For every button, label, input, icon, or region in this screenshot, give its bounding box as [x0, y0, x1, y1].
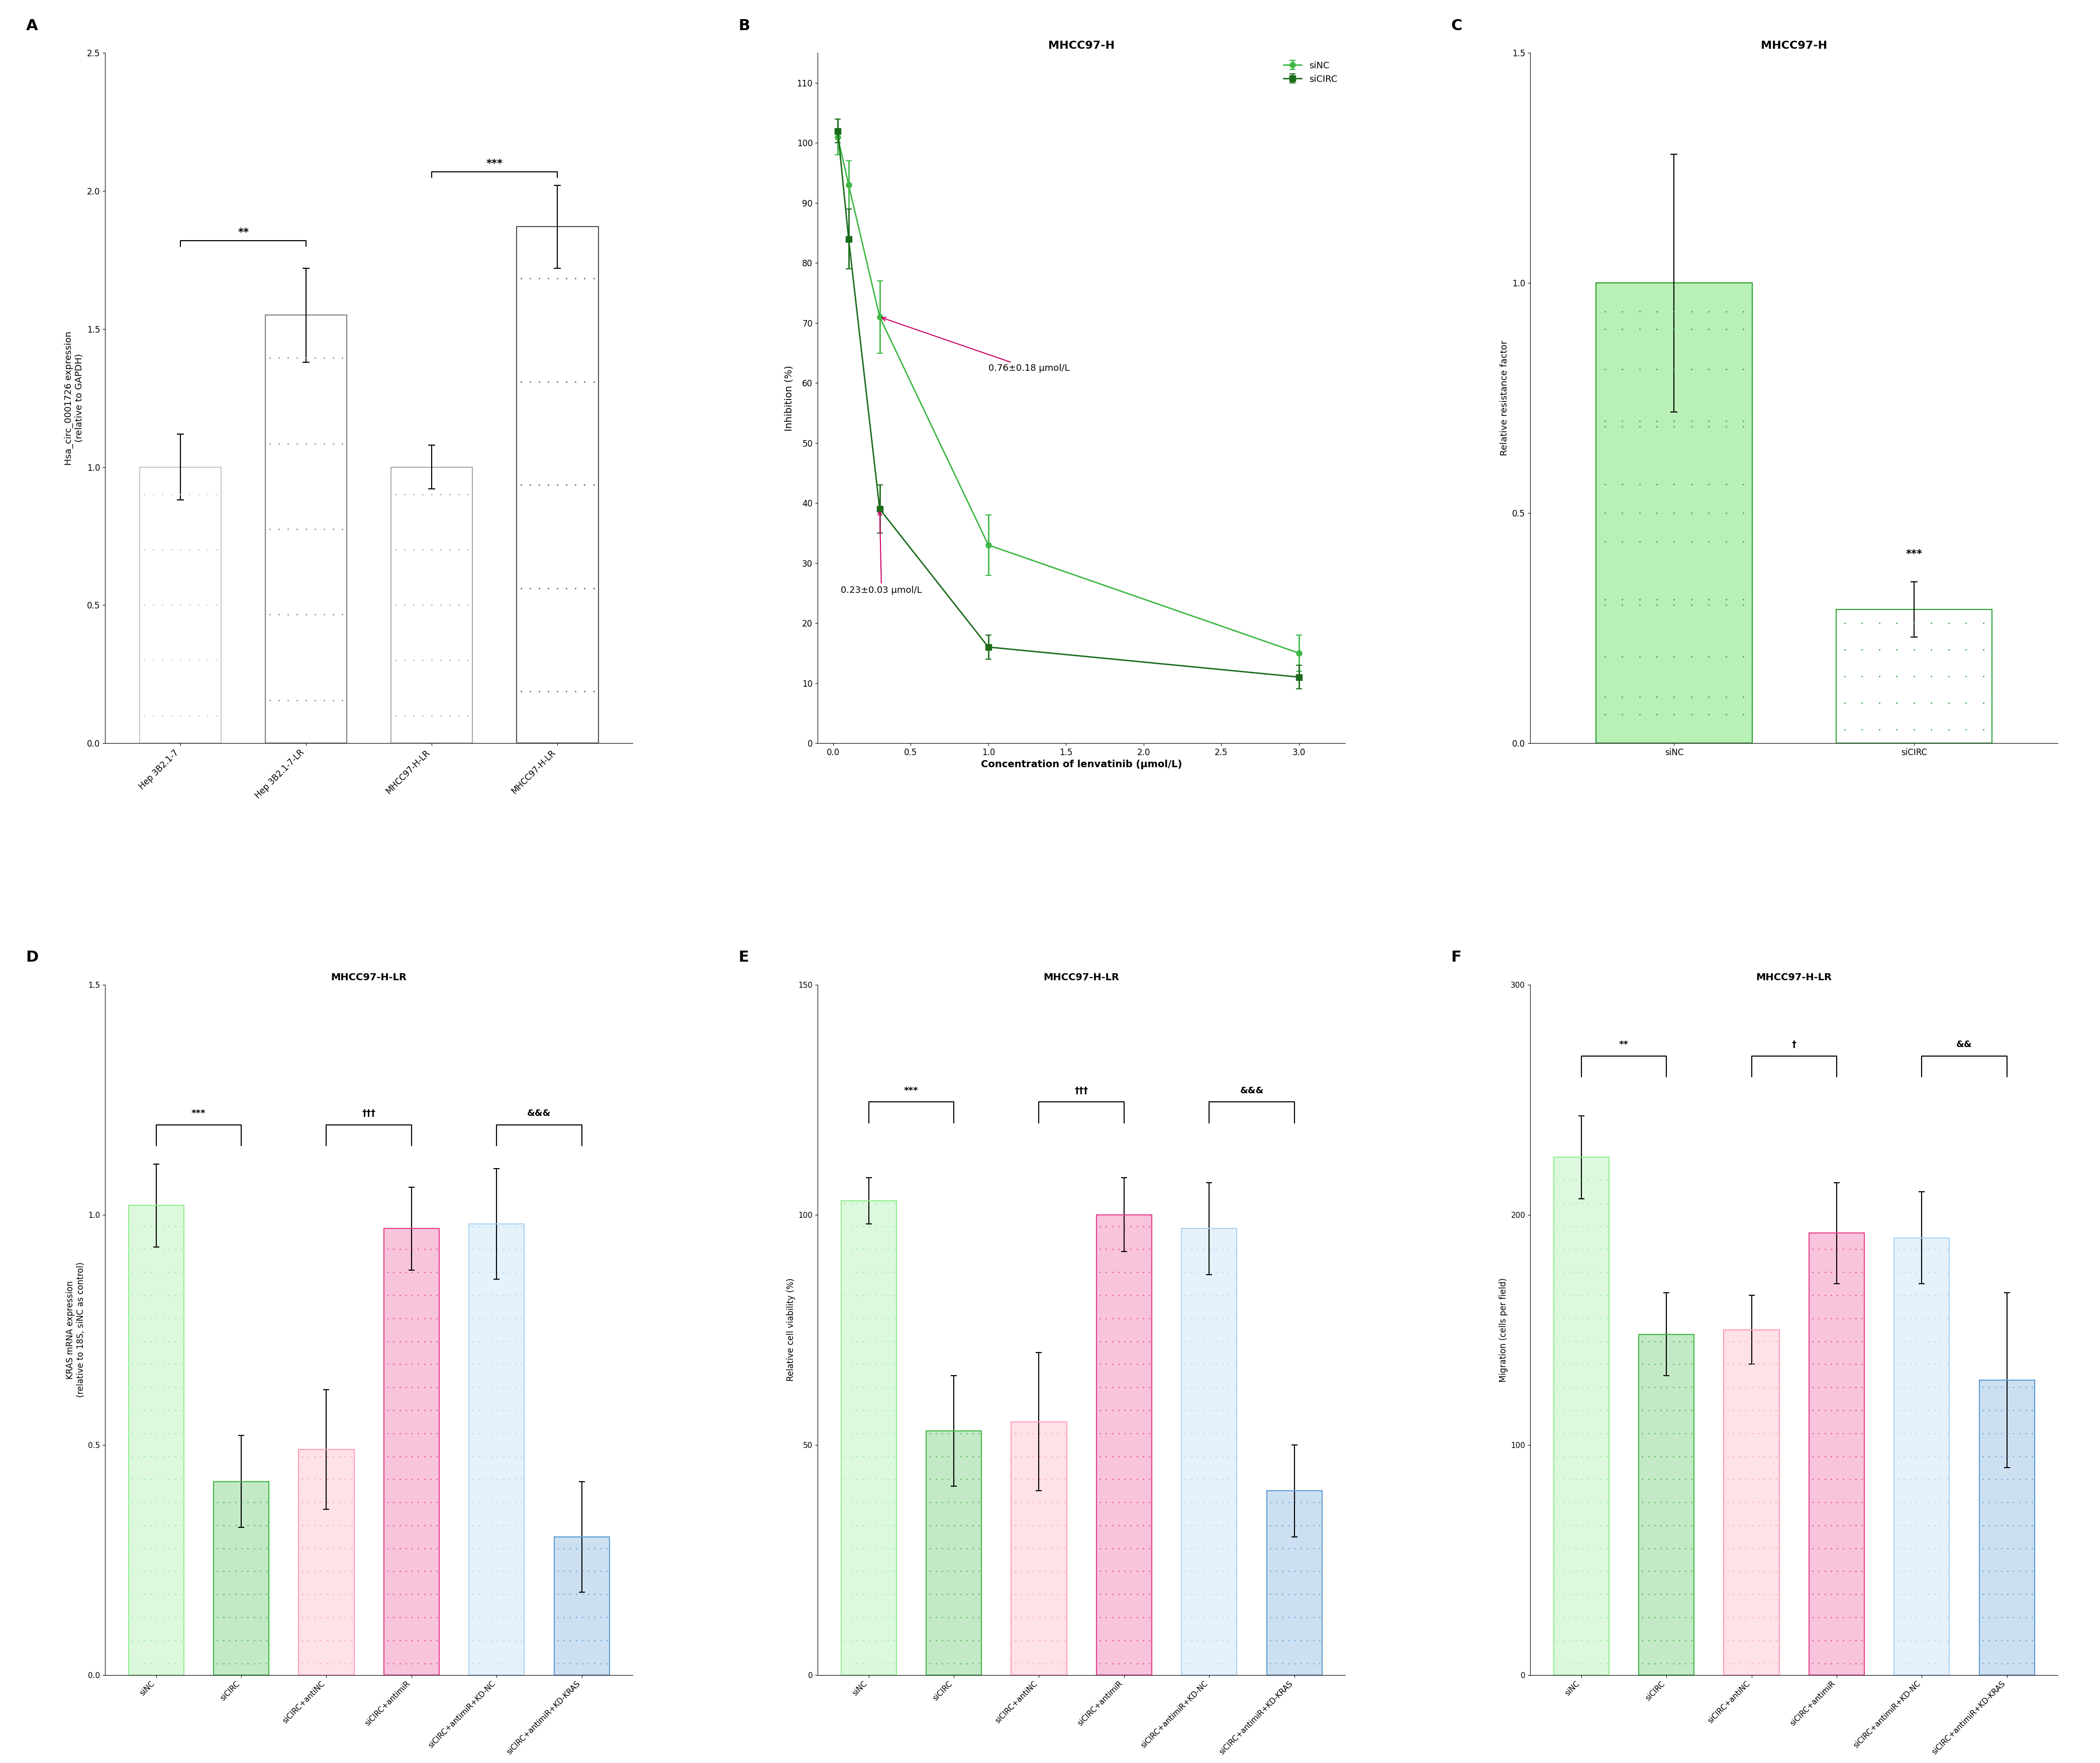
Text: 0.76±0.18 μmol/L: 0.76±0.18 μmol/L [882, 317, 1069, 374]
Text: F: F [1451, 950, 1462, 964]
Bar [926, 1432, 981, 1675]
Bar [1980, 1380, 2035, 1675]
Bar [1808, 1232, 1865, 1675]
Bar [1012, 1421, 1067, 1675]
Bar [1596, 282, 1751, 742]
Text: ***: *** [905, 1086, 918, 1095]
Bar [1638, 1335, 1695, 1675]
Bar [468, 1224, 525, 1675]
Bar [1835, 610, 1993, 742]
Bar [298, 1449, 355, 1675]
Bar [1266, 1491, 1323, 1675]
Bar [1894, 1238, 1949, 1675]
Bar [554, 1537, 609, 1675]
Bar [468, 1224, 525, 1675]
Bar [1096, 1215, 1151, 1675]
Text: †: † [1791, 1040, 1795, 1049]
Text: B: B [739, 18, 750, 33]
Y-axis label: Hsa_circ_0001726 expression
(relative to GAPDH): Hsa_circ_0001726 expression (relative to… [65, 331, 84, 465]
Bar [1182, 1229, 1237, 1675]
Bar [139, 467, 220, 742]
Text: D: D [25, 950, 38, 964]
Bar [1980, 1380, 2035, 1675]
Text: **: ** [1619, 1040, 1630, 1049]
Bar [1266, 1491, 1323, 1675]
Text: E: E [739, 950, 750, 964]
X-axis label: Concentration of lenvatinib (μmol/L): Concentration of lenvatinib (μmol/L) [981, 760, 1182, 769]
Text: A: A [25, 18, 38, 33]
Bar [554, 1537, 609, 1675]
Bar [1554, 1157, 1609, 1675]
Bar [384, 1229, 439, 1675]
Bar [1894, 1238, 1949, 1675]
Bar [214, 1481, 269, 1675]
Bar [1808, 1232, 1865, 1675]
Bar [1182, 1229, 1237, 1675]
Text: 0.23±0.03 μmol/L: 0.23±0.03 μmol/L [840, 511, 922, 596]
Bar [298, 1449, 355, 1675]
Bar [128, 1206, 185, 1675]
Title: MHCC97-H-LR: MHCC97-H-LR [1044, 973, 1119, 982]
Bar [840, 1201, 897, 1675]
Text: ***: *** [487, 159, 502, 169]
Bar [265, 316, 346, 742]
Bar [1638, 1335, 1695, 1675]
Y-axis label: Inhibition (%): Inhibition (%) [785, 365, 794, 430]
Bar [128, 1206, 185, 1675]
Legend: siNC, siCIRC: siNC, siCIRC [1279, 58, 1342, 88]
Title: MHCC97-H-LR: MHCC97-H-LR [332, 973, 407, 982]
Text: &&&: &&& [527, 1109, 550, 1118]
Text: **: ** [237, 227, 248, 238]
Bar [926, 1432, 981, 1675]
Bar [1724, 1329, 1779, 1675]
Bar [840, 1201, 897, 1675]
Text: ***: *** [1907, 548, 1922, 559]
Title: MHCC97-H: MHCC97-H [1762, 41, 1827, 51]
Text: ***: *** [191, 1109, 206, 1118]
Y-axis label: Relative cell viability (%): Relative cell viability (%) [785, 1278, 796, 1382]
Bar [1554, 1157, 1609, 1675]
Text: †††: ††† [361, 1109, 376, 1118]
Bar [384, 1229, 439, 1675]
Bar [1596, 282, 1751, 742]
Text: C: C [1451, 18, 1462, 33]
Bar [1096, 1215, 1151, 1675]
Text: &&: && [1957, 1040, 1972, 1049]
Text: &&&: &&& [1239, 1086, 1264, 1095]
Y-axis label: Migration (cells per field): Migration (cells per field) [1499, 1278, 1508, 1382]
Bar [391, 467, 472, 742]
Bar [1012, 1421, 1067, 1675]
Bar [214, 1481, 269, 1675]
Text: †††: ††† [1075, 1086, 1088, 1095]
Title: MHCC97-H: MHCC97-H [1048, 41, 1115, 51]
Y-axis label: KRAS mRNA expression
(relative to 18S, siNC as control): KRAS mRNA expression (relative to 18S, s… [65, 1262, 86, 1398]
Bar [517, 227, 598, 742]
Title: MHCC97-H-LR: MHCC97-H-LR [1756, 973, 1831, 982]
Y-axis label: Relative resistance factor: Relative resistance factor [1499, 340, 1510, 455]
Bar [1724, 1329, 1779, 1675]
